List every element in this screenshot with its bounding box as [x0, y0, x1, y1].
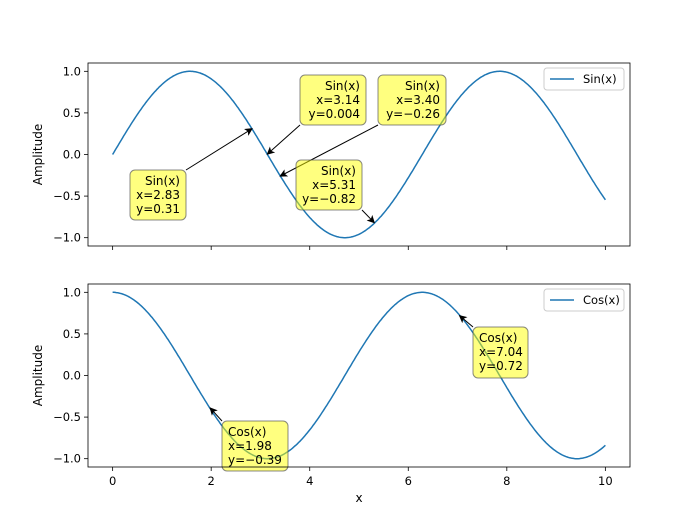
annotation-box: [299, 74, 367, 126]
annotation-text: x=3.14: [316, 93, 360, 107]
annotation-arrow: [209, 407, 223, 422]
y-tick-label: 0.5: [63, 327, 81, 341]
annotation-box: [472, 326, 529, 379]
legend-label: Cos(x): [583, 293, 620, 307]
y-tick-label: 1.0: [63, 285, 81, 299]
annotation: Sin(x)x=3.14y=0.004: [266, 74, 367, 155]
annotation-text: x=1.98: [228, 439, 272, 453]
y-tick-label: 0.0: [63, 148, 81, 162]
legend-box: [543, 67, 625, 91]
annotation-text: Sin(x): [321, 164, 356, 178]
legend: Cos(x): [543, 288, 625, 312]
y-tick-label: 0.5: [63, 106, 81, 120]
y-axis-label: Amplitude: [31, 124, 45, 186]
y-tick-label: −1.0: [53, 452, 81, 466]
annotation-text: Cos(x): [479, 331, 517, 345]
x-tick-label: 6: [405, 474, 412, 488]
annotation: Sin(x)x=5.31y=−0.82: [295, 159, 375, 224]
y-axis-label: Amplitude: [31, 345, 45, 407]
annotation-box: [295, 159, 363, 211]
annotation-text: y=−0.26: [386, 107, 440, 121]
annotation-box: [221, 420, 289, 472]
annotation-text: x=3.40: [396, 93, 440, 107]
x-tick-label: 8: [503, 474, 510, 488]
legend-label: Sin(x): [583, 72, 617, 86]
y-tick-label: 1.0: [63, 64, 81, 78]
annotation-arrow: [361, 209, 375, 224]
x-tick-label: 10: [598, 474, 613, 488]
annotation-arrow: [458, 314, 474, 328]
annotation-text: Sin(x): [405, 79, 440, 93]
annotation: Sin(x)x=2.83y=0.31: [129, 128, 253, 221]
annotation-box: [377, 74, 447, 126]
y-tick-label: −0.5: [53, 410, 81, 424]
y-tick-label: −1.0: [53, 231, 81, 245]
annotation-arrow: [266, 124, 301, 155]
x-tick-label: 0: [109, 474, 116, 488]
legend: Sin(x): [543, 67, 625, 91]
annotation-text: Sin(x): [145, 174, 180, 188]
subplot-1: 1.00.50.0−0.5−1.0AmplitudeSin(x)Sin(x)x=…: [31, 62, 631, 250]
axes-frame: [87, 283, 631, 468]
y-tick-label: −0.5: [53, 189, 81, 203]
annotation: Cos(x)x=7.04y=0.72: [458, 314, 529, 379]
annotation-text: y=−0.82: [302, 192, 356, 206]
annotation-text: y=0.72: [479, 359, 523, 373]
subplot-2: 1.0 0.5 0.0 −0.5 −1.0 0 2 4 6 8 10 Amplitude x Cos(x)…: [31, 283, 631, 505]
x-axis-label: x: [355, 491, 362, 505]
x-tick-label: 2: [208, 474, 215, 488]
annotation-text: x=2.83: [136, 188, 180, 202]
annotation: Cos(x)x=1.98y=−0.39: [209, 407, 289, 472]
annotation-text: y=0.004: [308, 107, 360, 121]
annotation-text: y=0.31: [136, 202, 180, 216]
axes-frame: [87, 62, 631, 247]
annotation-arrow: [185, 128, 253, 171]
y-tick-label: 0.0: [63, 369, 81, 383]
annotation-text: x=5.31: [312, 178, 356, 192]
annotation-text: x=7.04: [479, 345, 523, 359]
annotation-text: Cos(x): [228, 425, 266, 439]
annotation-text: Sin(x): [325, 79, 360, 93]
annotation-box: [129, 169, 187, 221]
annotation-text: y=−0.39: [228, 453, 282, 467]
series-line-Sin(x): [111, 70, 607, 239]
legend-box: [543, 288, 625, 312]
x-tick-label: 4: [306, 474, 313, 488]
series-line-Cos(x): [112, 291, 606, 460]
